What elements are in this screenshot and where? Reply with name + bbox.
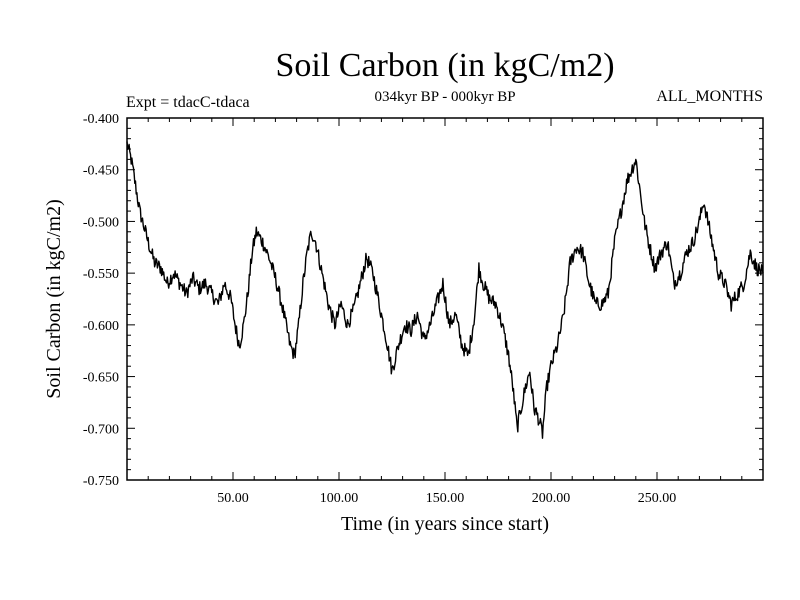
months-label: ALL_MONTHS [656, 88, 763, 105]
experiment-label: Expt = tdacC-tdaca [126, 94, 250, 111]
x-tick-label: 150.00 [426, 491, 465, 506]
plot-frame [126, 117, 764, 481]
y-tick-label: -0.550 [83, 267, 119, 282]
x-axis-label: Time (in years since start) [341, 513, 549, 535]
y-axis-label: Soil Carbon (in kgC/m2) [43, 199, 65, 398]
y-tick-label: -0.700 [83, 422, 119, 437]
x-tick-label: 250.00 [638, 491, 677, 506]
y-tick-label: -0.450 [83, 164, 119, 179]
x-axis-ticks: 50.00 100.00 150.00 200.00 250.00 [217, 118, 676, 506]
chart-title: Soil Carbon (in kgC/m2) [275, 47, 614, 84]
y-tick-label: -0.500 [83, 215, 119, 230]
y-tick-label: -0.600 [83, 319, 119, 334]
data-series [126, 141, 764, 439]
y-tick-label: -0.400 [83, 112, 119, 127]
x-tick-label: 100.00 [320, 491, 359, 506]
y-tick-label: -0.650 [83, 371, 119, 386]
y-tick-label: -0.750 [83, 474, 119, 489]
series-line [126, 141, 764, 439]
x-tick-label: 50.00 [217, 491, 249, 506]
chart-subtitle: 034kyr BP - 000kyr BP [374, 89, 515, 105]
x-tick-label: 200.00 [532, 491, 571, 506]
y-axis-ticks: -0.400 -0.450 -0.500 -0.550 -0.600 -0.650 -0.7… [83, 112, 763, 489]
